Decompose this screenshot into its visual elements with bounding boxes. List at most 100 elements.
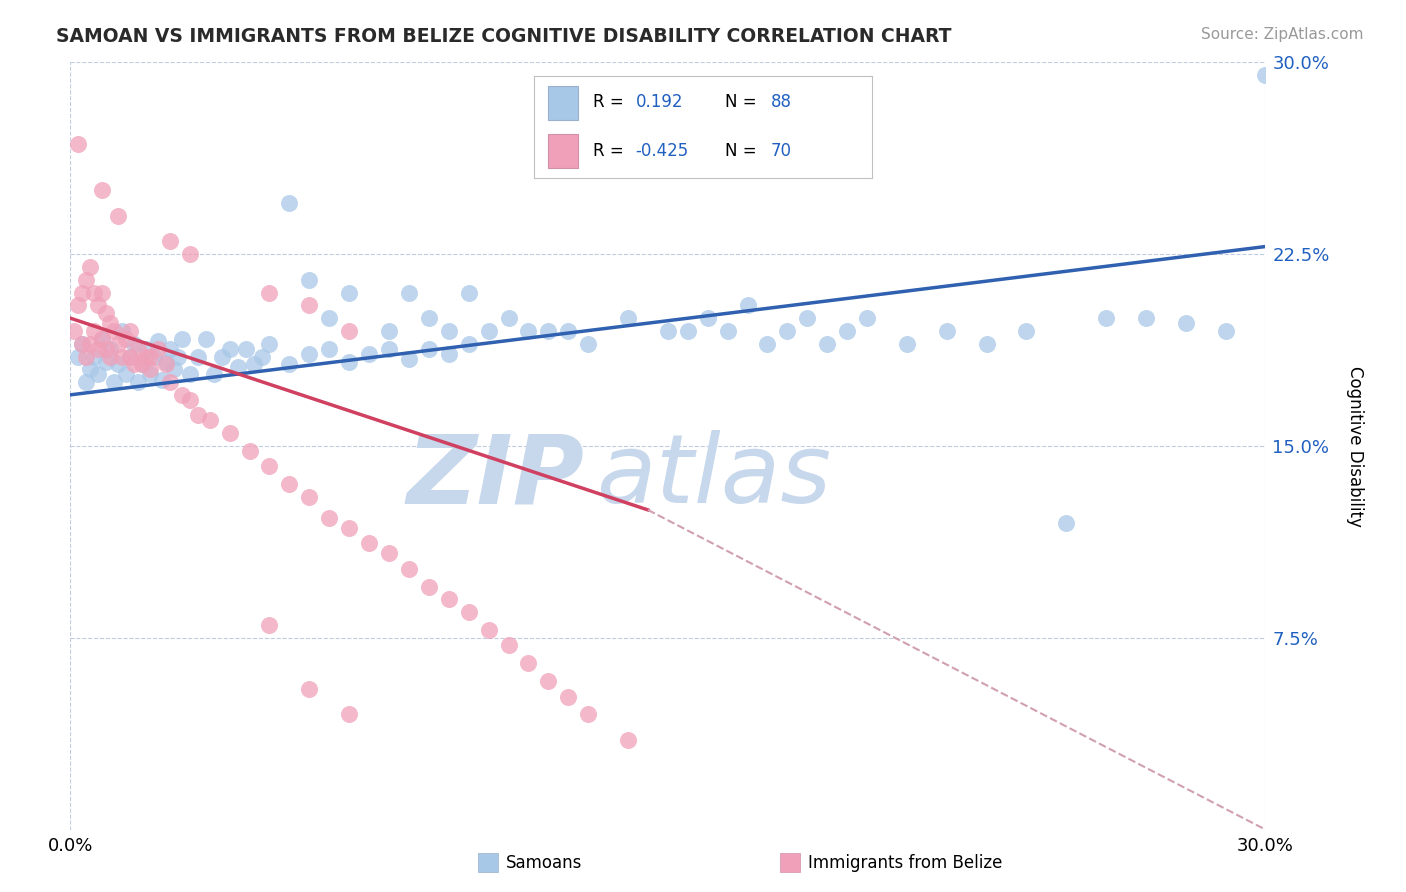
Text: Source: ZipAtlas.com: Source: ZipAtlas.com <box>1201 27 1364 42</box>
Point <box>537 674 560 689</box>
Point <box>127 375 149 389</box>
Point <box>776 324 799 338</box>
Point <box>155 354 177 368</box>
Point <box>517 324 540 338</box>
Point <box>1174 316 1197 330</box>
Point <box>111 350 134 364</box>
Point <box>378 546 401 560</box>
Point <box>75 375 97 389</box>
Point <box>218 426 240 441</box>
Point <box>70 336 93 351</box>
Point <box>418 311 440 326</box>
Point <box>657 324 679 338</box>
Point <box>517 657 540 671</box>
Text: R =: R = <box>593 94 624 112</box>
Point <box>398 352 420 367</box>
Point <box>676 324 699 338</box>
Point <box>179 247 201 261</box>
Point <box>557 324 579 338</box>
Point <box>478 324 501 338</box>
Point <box>91 183 114 197</box>
Point <box>437 347 460 361</box>
Point <box>198 413 221 427</box>
Point <box>111 324 134 338</box>
Point <box>617 311 640 326</box>
Point <box>103 324 125 338</box>
Point <box>696 311 718 326</box>
Text: Samoans: Samoans <box>506 854 582 871</box>
Point <box>146 342 169 356</box>
Point <box>83 285 105 300</box>
Point <box>935 324 957 338</box>
Point <box>437 324 460 338</box>
Point <box>79 260 101 274</box>
Point <box>159 342 181 356</box>
Point <box>150 372 173 386</box>
Point <box>298 490 321 504</box>
Point <box>91 332 114 346</box>
Point <box>359 347 381 361</box>
Point <box>796 311 818 326</box>
Point <box>179 392 201 407</box>
Point <box>298 273 321 287</box>
Point <box>1215 324 1237 338</box>
Point <box>202 368 225 382</box>
Point <box>91 285 114 300</box>
Point <box>167 350 190 364</box>
Point <box>107 357 129 371</box>
Point <box>815 336 838 351</box>
Point <box>242 357 264 371</box>
Point <box>91 332 114 346</box>
Text: R =: R = <box>593 142 624 160</box>
Point <box>139 368 162 382</box>
Text: Immigrants from Belize: Immigrants from Belize <box>808 854 1002 871</box>
Point <box>318 342 340 356</box>
Point <box>139 362 162 376</box>
Bar <box>548 87 578 120</box>
Point <box>457 605 479 619</box>
Point <box>87 342 110 356</box>
Point <box>259 336 281 351</box>
Text: 0.192: 0.192 <box>636 94 683 112</box>
Text: 70: 70 <box>770 142 792 160</box>
Point <box>896 336 918 351</box>
Point <box>135 342 157 356</box>
Point <box>576 336 599 351</box>
Point <box>976 336 998 351</box>
Text: N =: N = <box>725 142 756 160</box>
Point <box>498 639 520 653</box>
Point <box>135 350 157 364</box>
Point <box>120 324 141 338</box>
Point <box>418 580 440 594</box>
Point <box>418 342 440 356</box>
Point <box>179 368 201 382</box>
Point <box>398 285 420 300</box>
Point <box>75 350 97 364</box>
Point <box>155 357 177 371</box>
Point <box>617 733 640 747</box>
Point <box>537 324 560 338</box>
Point <box>87 298 110 312</box>
Point <box>239 444 262 458</box>
Point <box>457 285 479 300</box>
Point <box>122 357 145 371</box>
Point <box>259 618 281 632</box>
Point <box>70 285 93 300</box>
Point <box>98 316 121 330</box>
Point <box>103 375 125 389</box>
Point <box>67 298 90 312</box>
Point <box>298 681 321 696</box>
Point <box>187 350 209 364</box>
Point <box>1054 516 1077 530</box>
Point <box>398 562 420 576</box>
Point <box>122 336 145 351</box>
Text: ZIP: ZIP <box>406 430 585 524</box>
Point <box>70 336 93 351</box>
Point <box>337 324 360 338</box>
Point <box>235 342 257 356</box>
Point <box>96 354 117 368</box>
Point <box>96 342 117 356</box>
Point <box>756 336 779 351</box>
Bar <box>548 135 578 168</box>
Point <box>83 350 105 364</box>
